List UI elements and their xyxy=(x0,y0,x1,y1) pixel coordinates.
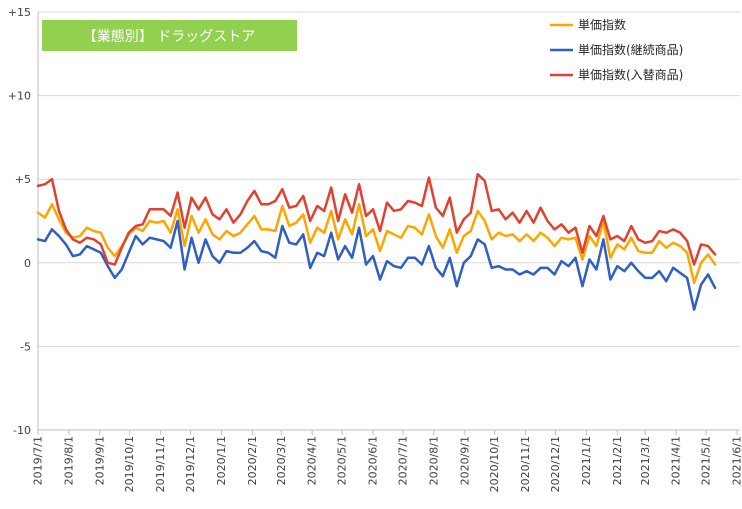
x-tick-label: 2020/12/1 xyxy=(549,436,562,492)
x-tick-label: 2021/3/1 xyxy=(639,436,652,485)
x-tick-label: 2019/12/1 xyxy=(184,436,197,492)
x-tick-label: 2021/6/1 xyxy=(731,436,742,485)
x-tick-label: 2020/11/1 xyxy=(519,436,532,492)
title-background xyxy=(42,20,297,51)
y-tick-label: -10 xyxy=(13,424,31,437)
x-tick-label: 2020/9/1 xyxy=(458,436,471,485)
x-tick-label: 2021/5/1 xyxy=(700,436,713,485)
y-tick-label: +5 xyxy=(15,173,31,186)
legend-item: 単価指数(入替商品) xyxy=(550,67,683,82)
x-tick-label: 2020/1/1 xyxy=(215,436,228,485)
legend-label: 単価指数 xyxy=(578,17,626,32)
x-tick-label: 2020/7/1 xyxy=(396,436,409,485)
axes xyxy=(37,12,740,435)
x-tick-label: 2020/4/1 xyxy=(306,436,319,485)
x-tick-label: 2021/2/1 xyxy=(611,436,624,485)
x-tick-label: 2021/1/1 xyxy=(580,436,593,485)
chart-title-box: 【業態別】 ドラッグストア xyxy=(42,20,297,51)
series-lines xyxy=(36,172,717,311)
series-line-1 xyxy=(36,203,717,285)
series-line-2 xyxy=(36,219,717,311)
x-tick-label: 2020/3/1 xyxy=(275,436,288,485)
x-tick-label: 2019/9/1 xyxy=(93,436,106,485)
y-tick-label: -5 xyxy=(20,340,31,353)
chart-title: 【業態別】 ドラッグストア xyxy=(83,29,255,45)
x-tick-label: 2020/5/1 xyxy=(336,436,349,485)
x-tick-label: 2020/2/1 xyxy=(246,436,259,485)
x-tick-label: 2019/11/1 xyxy=(154,436,167,492)
x-axis-tick-labels: 2019/7/1 2019/8/1 2019/9/1 2019/10/1 2019/11… xyxy=(32,436,742,492)
x-tick-label: 2020/6/1 xyxy=(367,436,380,485)
legend: 単価指数 単価指数(継続商品) 単価指数(入替商品) xyxy=(550,17,683,82)
x-tick-label: 2019/7/1 xyxy=(32,436,45,485)
x-tick-label: 2020/8/1 xyxy=(427,436,440,485)
y-axis-tick-labels: +15 +10 +5 0 -5 -10 xyxy=(8,6,31,437)
y-tick-label: 0 xyxy=(24,257,31,270)
y-tick-label: +10 xyxy=(8,90,31,103)
x-tick-label: 2021/4/1 xyxy=(670,436,683,485)
legend-label: 単価指数(入替商品) xyxy=(578,67,683,82)
legend-label: 単価指数(継続商品) xyxy=(578,42,683,57)
legend-item: 単価指数(継続商品) xyxy=(550,42,683,57)
y-tick-label: +15 xyxy=(8,6,31,19)
x-tick-label: 2020/10/1 xyxy=(488,436,501,492)
x-tick-label: 2019/10/1 xyxy=(123,436,136,492)
x-tick-label: 2019/8/1 xyxy=(62,436,75,485)
series-line-3 xyxy=(36,172,717,266)
legend-item: 単価指数 xyxy=(550,17,626,32)
